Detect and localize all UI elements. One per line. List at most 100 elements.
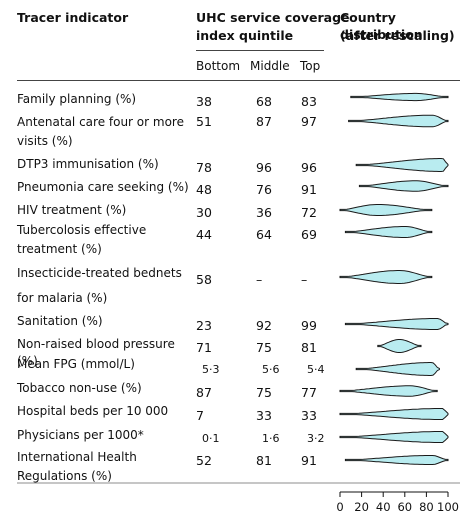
row-label-line1: HIV treatment (%) xyxy=(17,203,127,217)
violin-2 xyxy=(348,114,449,128)
row-label: Family planning (%) xyxy=(17,91,189,108)
value-bottom: 7 xyxy=(196,408,204,423)
value-bottom: 44 xyxy=(196,227,212,242)
value-middle: 75 xyxy=(256,340,272,355)
violin-9 xyxy=(377,339,422,353)
violin-4 xyxy=(358,180,449,192)
value-middle: 33 xyxy=(256,408,272,423)
violin-7 xyxy=(339,270,433,284)
row-label-line2: visits (%) xyxy=(17,134,73,148)
value-top: 33 xyxy=(301,408,317,423)
value-top: 5·4 xyxy=(307,363,325,376)
value-bottom: 58 xyxy=(196,272,212,287)
value-top: 99 xyxy=(301,318,317,333)
violin-14 xyxy=(344,455,449,465)
value-middle: 92 xyxy=(256,318,272,333)
value-middle: 1·6 xyxy=(262,432,280,445)
row-label: Tubercolosis effective treatment (%) xyxy=(17,222,189,258)
row-label-line2: treatment (%) xyxy=(17,242,102,256)
value-bottom: 30 xyxy=(196,205,212,220)
row-label-line1: Hospital beds per 10 000 xyxy=(17,404,169,418)
header-quintile-line1: UHC service coverage xyxy=(196,10,350,25)
value-top: – xyxy=(301,272,308,287)
value-bottom: 51 xyxy=(196,114,212,129)
value-bottom: 71 xyxy=(196,340,212,355)
header-top: Top xyxy=(300,59,321,73)
row-label: Sanitation (%) xyxy=(17,313,189,330)
header-distribution-line1: Country distribution xyxy=(340,10,423,42)
value-top: 77 xyxy=(301,385,317,400)
row-label: HIV treatment (%) xyxy=(17,202,189,219)
violin-11 xyxy=(339,385,438,397)
table-header-rule xyxy=(17,80,460,81)
header-tracer-indicator: Tracer indicator xyxy=(17,10,129,25)
value-top: 72 xyxy=(301,205,317,220)
value-middle: 81 xyxy=(256,453,272,468)
row-label-line1: Non-raised blood pressure (%) xyxy=(17,337,175,368)
value-middle: 36 xyxy=(256,205,272,220)
value-top: 81 xyxy=(301,340,317,355)
value-middle: 5·6 xyxy=(262,363,280,376)
row-label: Insecticide-treated bednets for malaria (… xyxy=(17,265,189,307)
row-label: DTP3 immunisation (%) xyxy=(17,156,189,173)
quintile-header-rule xyxy=(196,50,324,51)
violin-12 xyxy=(339,408,449,420)
value-top: 97 xyxy=(301,114,317,129)
value-middle: 75 xyxy=(256,385,272,400)
value-bottom: 48 xyxy=(196,182,212,197)
x-axis-tick-label: 80 xyxy=(419,500,434,514)
row-label: Pneumonia care seeking (%) xyxy=(17,179,189,196)
value-middle: 87 xyxy=(256,114,272,129)
value-top: 83 xyxy=(301,94,317,109)
row-label-line1: International Health xyxy=(17,450,137,464)
row-label-line1: DTP3 immunisation (%) xyxy=(17,157,159,171)
value-bottom: 5·3 xyxy=(202,363,220,376)
row-label-line1: Tobacco non-use (%) xyxy=(17,381,142,395)
row-label-line2: for malaria (%) xyxy=(17,291,108,305)
row-label: Tobacco non-use (%) xyxy=(17,380,189,397)
x-axis-tick-label: 0 xyxy=(336,500,343,514)
header-bottom: Bottom xyxy=(196,59,241,73)
row-label: Physicians per 1000* xyxy=(17,427,189,444)
row-label-line1: Tubercolosis effective xyxy=(17,223,147,237)
x-axis-tick-label: 20 xyxy=(354,500,369,514)
row-label: Mean FPG (mmol/L) xyxy=(17,356,189,373)
header-middle: Middle xyxy=(250,59,290,73)
row-label-line1: Insecticide-treated bednets xyxy=(17,266,182,280)
row-label: Antenatal care four or more visits (%) xyxy=(17,114,189,150)
value-top: 69 xyxy=(301,227,317,242)
row-label-line1: Family planning (%) xyxy=(17,92,137,106)
value-middle: 64 xyxy=(256,227,272,242)
value-middle: – xyxy=(256,272,263,287)
header-quintile-line2: index quintile xyxy=(196,28,294,43)
row-label: Non-raised blood pressure (%) xyxy=(17,336,189,370)
x-axis-tick-label: 100 xyxy=(437,500,459,514)
row-label-line2: Regulations (%) xyxy=(17,469,112,483)
row-label: Hospital beds per 10 000 xyxy=(17,403,189,420)
value-top: 3·2 xyxy=(307,432,325,445)
row-label-line1: Antenatal care four or more xyxy=(17,115,184,129)
value-top: 91 xyxy=(301,453,317,468)
header-distribution-line2: (after rescaling) xyxy=(340,28,455,43)
violin-13 xyxy=(339,431,449,443)
value-bottom: 38 xyxy=(196,94,212,109)
value-bottom: 0·1 xyxy=(202,432,220,445)
value-bottom: 52 xyxy=(196,453,212,468)
row-label-line1: Pneumonia care seeking (%) xyxy=(17,180,189,194)
value-bottom: 23 xyxy=(196,318,212,333)
value-middle: 68 xyxy=(256,94,272,109)
value-middle: 96 xyxy=(256,160,272,175)
row-label: International Health Regulations (%) xyxy=(17,449,189,485)
row-label-line1: Sanitation (%) xyxy=(17,314,103,328)
row-label-line1: Mean FPG (mmol/L) xyxy=(17,357,135,371)
violin-10 xyxy=(355,362,440,376)
value-bottom: 87 xyxy=(196,385,212,400)
value-middle: 76 xyxy=(256,182,272,197)
x-axis-tick-label: 40 xyxy=(376,500,391,514)
violin-1 xyxy=(350,92,449,102)
violin-6 xyxy=(344,226,433,238)
value-top: 91 xyxy=(301,182,317,197)
violin-3 xyxy=(355,158,449,172)
